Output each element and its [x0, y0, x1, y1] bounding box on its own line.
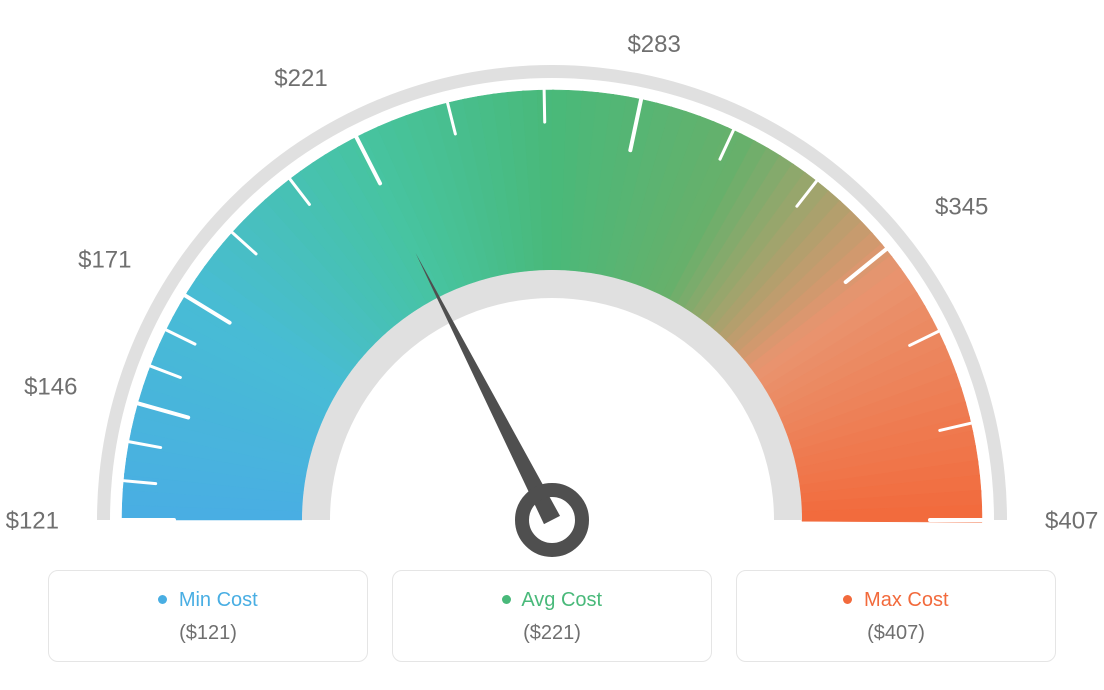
legend-title-text-avg: Avg Cost — [521, 589, 602, 611]
gauge-tick-label: $121 — [6, 507, 59, 534]
legend-title-avg: Avg Cost — [413, 589, 691, 612]
gauge-tick-label: $407 — [1045, 507, 1098, 534]
gauge-chart: $121 $146 $171 $221 $283 $345 $407 — [0, 0, 1104, 570]
gauge-tick-label: $283 — [627, 31, 680, 58]
gauge-tick-label: $146 — [24, 374, 77, 401]
legend-card-min: Min Cost ($121) — [48, 570, 368, 662]
gauge-arc — [122, 90, 982, 522]
legend-card-max: Max Cost ($407) — [736, 570, 1056, 662]
legend-title-text-max: Max Cost — [864, 589, 948, 611]
legend-value-max: ($407) — [757, 622, 1035, 645]
legend-dot-max — [843, 595, 852, 604]
legend-value-avg: ($221) — [413, 622, 691, 645]
legend-title-text-min: Min Cost — [179, 589, 258, 611]
gauge-tick-label: $171 — [78, 246, 131, 273]
legend-row: Min Cost ($121) Avg Cost ($221) Max Cost… — [0, 570, 1104, 662]
gauge-tick-label: $221 — [274, 65, 327, 92]
legend-dot-min — [158, 595, 167, 604]
legend-title-min: Min Cost — [69, 589, 347, 612]
gauge-tick-label: $345 — [935, 193, 988, 220]
legend-dot-avg — [502, 595, 511, 604]
legend-title-max: Max Cost — [757, 589, 1035, 612]
legend-value-min: ($121) — [69, 622, 347, 645]
gauge-svg: $121 $146 $171 $221 $283 $345 $407 — [0, 0, 1104, 570]
legend-card-avg: Avg Cost ($221) — [392, 570, 712, 662]
